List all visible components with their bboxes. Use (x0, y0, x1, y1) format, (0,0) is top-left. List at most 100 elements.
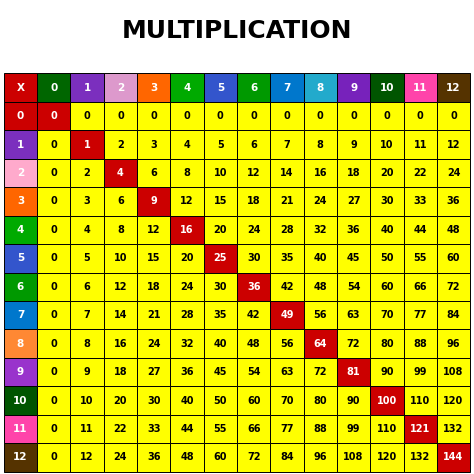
Bar (370, 73, 403, 102)
Text: 12: 12 (447, 139, 460, 150)
Bar (237, 216, 270, 244)
Text: 90: 90 (347, 395, 360, 406)
Text: 48: 48 (313, 282, 327, 292)
Bar (71, 102, 104, 130)
Text: 42: 42 (247, 310, 260, 320)
Text: 84: 84 (447, 310, 460, 320)
Text: 60: 60 (447, 253, 460, 264)
Text: 96: 96 (313, 452, 327, 463)
Bar (437, 273, 470, 301)
Text: 121: 121 (410, 424, 430, 434)
Text: 2: 2 (84, 168, 91, 178)
Text: 70: 70 (380, 310, 394, 320)
Text: 40: 40 (180, 395, 194, 406)
Text: 12: 12 (247, 168, 260, 178)
Text: 10: 10 (380, 82, 394, 93)
Bar (137, 386, 170, 415)
Bar (237, 187, 270, 216)
Bar (270, 102, 304, 130)
Text: 4: 4 (84, 225, 91, 235)
Bar (170, 73, 204, 102)
Bar (71, 187, 104, 216)
Text: 20: 20 (214, 225, 227, 235)
Bar (137, 358, 170, 386)
Bar (370, 216, 403, 244)
Bar (403, 102, 437, 130)
Bar (204, 329, 237, 358)
Text: 30: 30 (247, 253, 260, 264)
Bar (4, 159, 37, 187)
Text: X: X (17, 82, 25, 93)
Text: 63: 63 (347, 310, 360, 320)
Text: 24: 24 (147, 338, 161, 349)
Text: 0: 0 (217, 111, 224, 121)
Text: 48: 48 (447, 225, 460, 235)
Text: 2: 2 (117, 139, 124, 150)
Text: 56: 56 (313, 310, 327, 320)
Text: 14: 14 (114, 310, 127, 320)
Bar (204, 159, 237, 187)
Bar (204, 102, 237, 130)
Text: 12: 12 (147, 225, 161, 235)
Text: 56: 56 (280, 338, 294, 349)
Bar (270, 159, 304, 187)
Bar (137, 102, 170, 130)
Text: 7: 7 (17, 310, 24, 320)
Text: 4: 4 (183, 139, 191, 150)
Bar (337, 273, 370, 301)
Bar (403, 159, 437, 187)
Bar (237, 386, 270, 415)
Bar (304, 386, 337, 415)
Bar (104, 301, 137, 329)
Text: 1: 1 (84, 139, 91, 150)
Bar (403, 443, 437, 472)
Bar (370, 159, 403, 187)
Text: 5: 5 (217, 82, 224, 93)
Text: 44: 44 (413, 225, 427, 235)
Text: 36: 36 (247, 282, 260, 292)
Bar (437, 301, 470, 329)
Bar (204, 358, 237, 386)
Text: 0: 0 (50, 225, 57, 235)
Text: 0: 0 (50, 139, 57, 150)
Bar (170, 187, 204, 216)
Text: 0: 0 (84, 111, 91, 121)
Text: 20: 20 (380, 168, 394, 178)
Text: 21: 21 (147, 310, 161, 320)
Bar (37, 159, 71, 187)
Bar (4, 329, 37, 358)
Bar (304, 415, 337, 443)
Bar (437, 386, 470, 415)
Bar (37, 329, 71, 358)
Text: 10: 10 (114, 253, 127, 264)
Text: 55: 55 (214, 424, 227, 434)
Bar (304, 301, 337, 329)
Text: 28: 28 (180, 310, 194, 320)
Text: 6: 6 (150, 168, 157, 178)
Text: 35: 35 (214, 310, 227, 320)
Bar (204, 415, 237, 443)
Text: 40: 40 (214, 338, 227, 349)
Bar (71, 216, 104, 244)
Bar (204, 386, 237, 415)
Text: 32: 32 (313, 225, 327, 235)
Text: 0: 0 (250, 111, 257, 121)
Text: 24: 24 (447, 168, 460, 178)
Text: 12: 12 (447, 82, 461, 93)
Text: 54: 54 (347, 282, 360, 292)
Text: 80: 80 (380, 338, 394, 349)
Text: 0: 0 (17, 111, 24, 121)
Bar (4, 386, 37, 415)
Text: 3: 3 (17, 196, 24, 207)
Text: 8: 8 (183, 168, 191, 178)
Text: 144: 144 (443, 452, 464, 463)
Text: 6: 6 (250, 82, 257, 93)
Text: 22: 22 (114, 424, 127, 434)
Text: 11: 11 (413, 139, 427, 150)
Bar (403, 386, 437, 415)
Bar (4, 130, 37, 159)
Bar (4, 187, 37, 216)
Bar (37, 102, 71, 130)
Text: 66: 66 (247, 424, 260, 434)
Bar (170, 273, 204, 301)
